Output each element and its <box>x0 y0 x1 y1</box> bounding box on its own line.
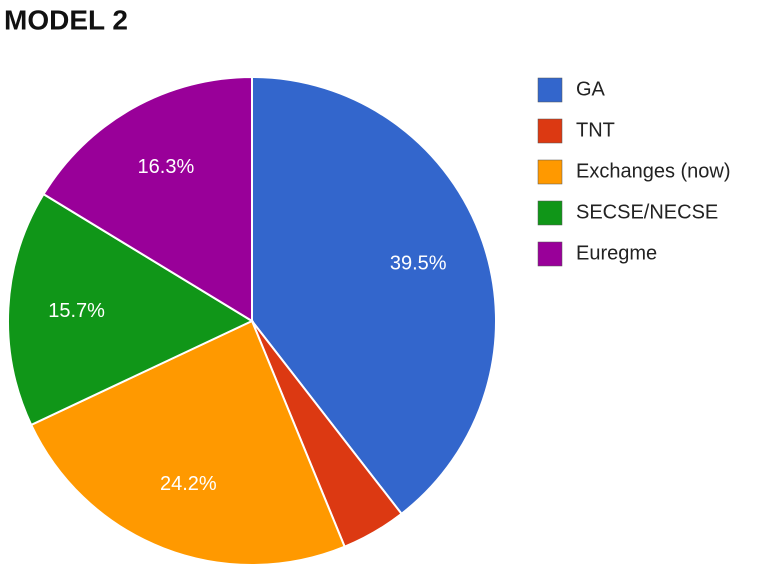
legend-label: Exchanges (now) <box>576 160 731 182</box>
legend-swatch <box>537 77 563 103</box>
pie-slice <box>7 192 255 427</box>
legend-label: Euregme <box>576 242 657 264</box>
legend-swatch <box>537 118 563 144</box>
pie-slice <box>29 319 346 566</box>
slice-label: 15.7% <box>48 300 105 322</box>
legend-swatch <box>537 159 563 185</box>
slice-label: 39.5% <box>390 252 447 274</box>
slice-label: 16.3% <box>138 156 195 178</box>
legend-swatch <box>537 200 563 226</box>
pie-slice <box>251 75 497 516</box>
legend-label: SECSE/NECSE <box>576 201 718 223</box>
pie-slice <box>42 75 253 323</box>
legend-label: GA <box>576 78 606 100</box>
chart-title: MODEL 2 <box>4 4 128 35</box>
legend-label: TNT <box>576 119 615 141</box>
legend-swatch <box>537 241 563 267</box>
slice-label: 24.2% <box>160 473 217 495</box>
